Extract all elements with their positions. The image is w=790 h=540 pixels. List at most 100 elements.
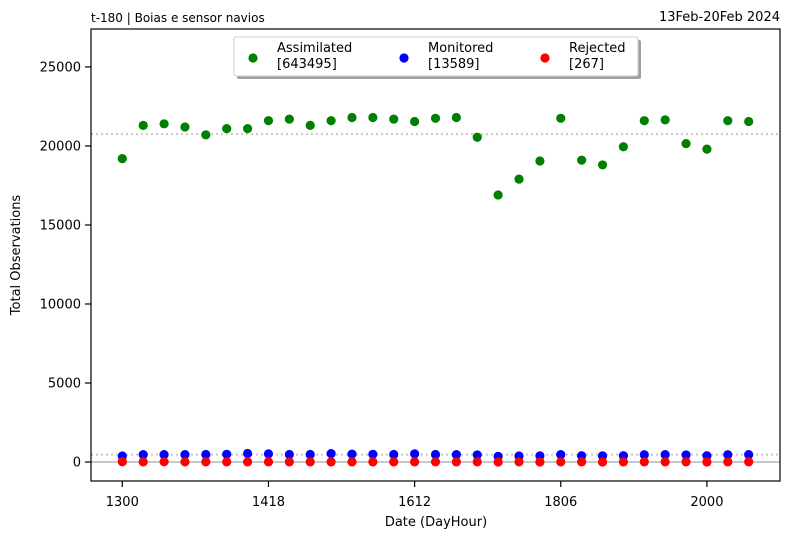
axes: 0 5000 10000 15000 20000 25000 1300 1418 1612 180…	[40, 28, 781, 510]
monitored-point	[472, 450, 482, 460]
monitored-point	[556, 450, 566, 460]
assimilated-point	[639, 116, 649, 126]
monitored-point	[242, 448, 253, 459]
assimilated-point	[222, 123, 232, 134]
monitored-point	[284, 449, 294, 460]
y-tick-label: 25000	[40, 60, 81, 75]
monitored-point	[222, 449, 232, 459]
rejected-point	[159, 457, 169, 467]
assimilated-point	[180, 122, 190, 132]
rejected-point	[326, 457, 336, 467]
rejected-point	[368, 457, 378, 467]
legend-marker-monitored	[399, 53, 409, 63]
rejected-point	[263, 457, 274, 467]
legend-label-assimilated: Assimilated	[277, 41, 352, 56]
monitored-point	[201, 449, 211, 460]
assimilated-point	[618, 142, 629, 152]
legend-count-assimilated: [643495]	[277, 57, 337, 72]
y-tick-label: 20000	[40, 139, 81, 154]
rejected-point	[180, 457, 190, 467]
assimilated-point	[681, 138, 691, 149]
rejected-point	[347, 457, 357, 467]
assimilated-point	[660, 115, 670, 125]
assimilated-point	[263, 116, 274, 126]
monitored-point	[451, 450, 461, 460]
assimilated-point	[493, 190, 503, 200]
x-axis-label: Date (DayHour)	[385, 515, 487, 530]
rejected-point	[389, 457, 399, 467]
rejected-point	[117, 457, 127, 467]
rejected-point	[222, 457, 232, 467]
rejected-point	[451, 457, 461, 467]
rejected-point	[284, 457, 294, 467]
assimilated-point	[159, 119, 169, 129]
rejected-point	[597, 457, 608, 467]
monitored-point	[389, 449, 399, 460]
assimilated-point	[117, 153, 127, 164]
rejected-point	[410, 457, 420, 467]
legend-label-rejected: Rejected	[569, 41, 626, 56]
assimilated-point	[472, 132, 482, 142]
rejected-point	[201, 457, 211, 467]
rejected-point	[723, 457, 733, 467]
x-tick-label: 1612	[398, 495, 431, 510]
monitored-point	[368, 449, 378, 459]
plot-area	[91, 112, 780, 467]
legend-count-monitored: [13589]	[428, 57, 480, 72]
y-tick-label: 15000	[40, 218, 81, 233]
rejected-point	[138, 457, 148, 467]
assimilated-point	[535, 156, 545, 166]
assimilated-point	[514, 174, 524, 184]
assimilated-point	[410, 116, 420, 127]
monitored-point	[660, 450, 670, 460]
rejected-point	[744, 457, 754, 467]
legend-marker-rejected	[540, 53, 550, 63]
rejected-point	[305, 457, 315, 467]
assimilated-point	[597, 160, 608, 170]
assimilated-point	[347, 112, 357, 123]
y-axis-label: Total Observations	[9, 195, 24, 317]
assimilated-point	[305, 120, 315, 131]
monitored-point	[138, 450, 148, 460]
assimilated-point	[430, 113, 441, 123]
x-tick-label: 1300	[106, 495, 139, 510]
assimilated-point	[556, 113, 566, 123]
monitored-point	[430, 449, 441, 460]
assimilated-point	[451, 112, 461, 123]
monitored-point	[305, 449, 315, 460]
monitored-point	[326, 449, 336, 459]
legend-label-monitored: Monitored	[428, 41, 493, 56]
rejected-point	[472, 457, 482, 467]
assimilated-point	[723, 116, 733, 126]
chart-title-left: t-180 | Boias e sensor navios	[91, 11, 265, 25]
rejected-point	[535, 457, 545, 467]
assimilated-point	[744, 116, 754, 127]
rejected-point	[660, 457, 670, 467]
assimilated-point	[389, 114, 399, 124]
assimilated-point	[702, 144, 712, 154]
x-tick-label: 2000	[690, 495, 723, 510]
monitored-point	[410, 449, 420, 459]
rejected-point	[681, 457, 691, 467]
chart-title-right: 13Feb-20Feb 2024	[659, 10, 780, 25]
monitored-point	[723, 450, 733, 460]
rejected-point	[514, 457, 524, 467]
y-tick-label: 0	[73, 456, 81, 471]
assimilated-point	[284, 114, 294, 124]
monitored-point	[159, 450, 169, 460]
rejected-point	[618, 457, 629, 467]
assimilated-point	[577, 155, 587, 165]
assimilated-point	[138, 120, 148, 131]
monitored-point	[347, 449, 357, 459]
x-tick-label: 1806	[544, 495, 577, 510]
monitored-point	[681, 450, 691, 460]
monitored-point	[263, 449, 274, 459]
legend: Assimilated[643495] Monitored[13589] Rejec…	[233, 36, 641, 79]
assimilated-point	[326, 116, 336, 126]
monitored-point	[639, 450, 649, 460]
rejected-point	[577, 457, 587, 467]
assimilated-point	[242, 123, 253, 134]
legend-marker-assimilated	[248, 53, 258, 63]
legend-box	[233, 36, 639, 77]
